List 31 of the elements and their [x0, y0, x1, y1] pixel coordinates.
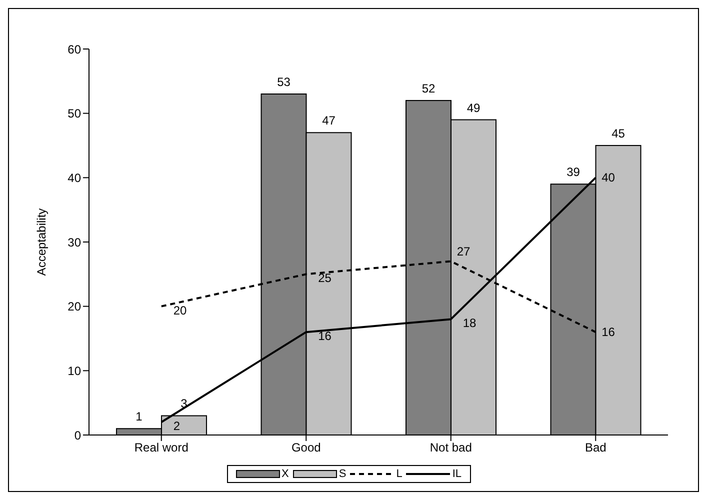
data-label: 47 — [322, 114, 336, 128]
data-label: 45 — [612, 126, 626, 140]
data-label: 25 — [318, 271, 332, 286]
data-label: 39 — [566, 165, 580, 180]
x-tick-label: Good — [291, 440, 321, 455]
y-tick-label: 0 — [74, 428, 82, 442]
data-label: 27 — [456, 244, 471, 258]
legend-label: X — [282, 468, 289, 480]
x-tick-label: Real word — [134, 440, 188, 455]
data-label: 40 — [602, 170, 616, 185]
y-tick-label: 60 — [68, 42, 82, 56]
data-label: 52 — [422, 81, 436, 96]
y-tick-label: 50 — [68, 106, 82, 121]
legend-label: L — [396, 468, 402, 480]
x-tick-label: Bad — [584, 440, 606, 455]
y-tick-label: 30 — [68, 235, 82, 250]
data-label: 49 — [466, 100, 480, 115]
data-label: 1 — [136, 410, 143, 424]
y-tick-label: 20 — [68, 300, 82, 314]
data-label: 20 — [173, 303, 188, 318]
legend-label: S — [338, 468, 346, 480]
x-tick-label: Not bad — [430, 440, 472, 455]
y-tick-label: 10 — [68, 364, 82, 378]
data-label: 18 — [462, 316, 477, 330]
data-label: 2 — [173, 419, 180, 434]
data-label: 16 — [602, 325, 616, 340]
y-axis-title: Acceptability — [34, 208, 48, 276]
data-label: 53 — [277, 75, 291, 90]
y-tick-label: 40 — [68, 170, 82, 185]
data-label: 16 — [318, 329, 332, 344]
legend-label: IL — [452, 468, 462, 480]
